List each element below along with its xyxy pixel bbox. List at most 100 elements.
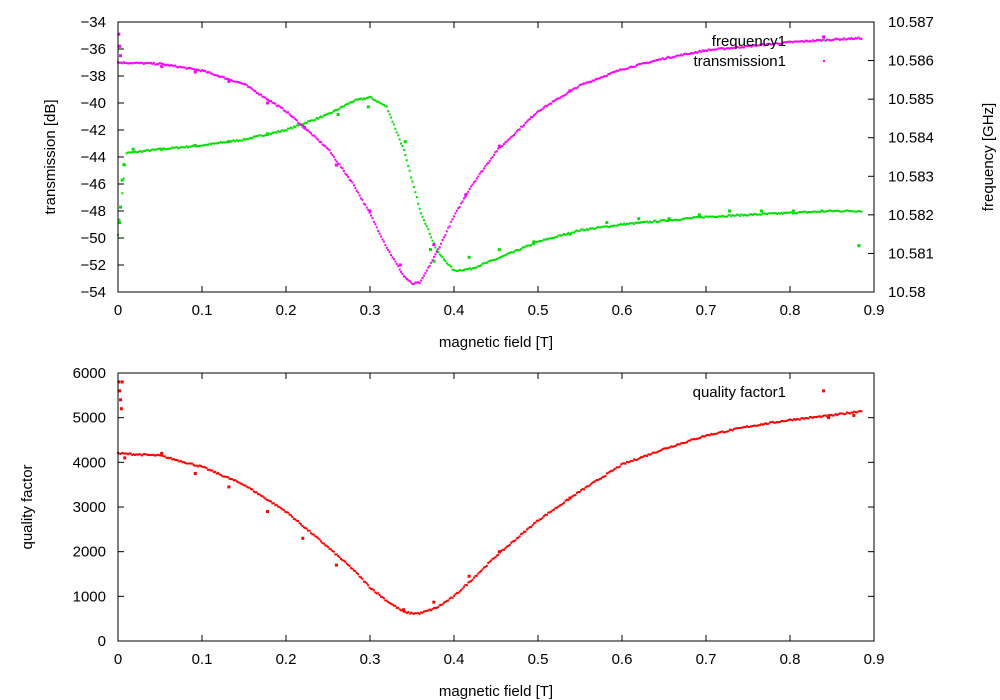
data-point — [134, 61, 137, 64]
data-point — [598, 77, 601, 80]
data-point — [601, 476, 604, 479]
data-point — [563, 501, 566, 504]
data-point — [608, 225, 611, 228]
data-point — [471, 183, 474, 186]
data-point — [155, 454, 158, 457]
data-point — [266, 132, 270, 136]
data-point — [763, 44, 766, 47]
data-point — [492, 153, 495, 156]
data-point — [271, 131, 274, 134]
data-point — [404, 610, 407, 613]
data-point — [534, 113, 537, 116]
data-point — [618, 465, 621, 468]
x-tick-label: 0.9 — [864, 651, 885, 668]
data-point — [358, 575, 361, 578]
data-point — [430, 261, 433, 264]
data-point — [860, 210, 863, 213]
data-point — [390, 602, 393, 605]
data-point — [320, 115, 323, 118]
data-point — [728, 214, 731, 217]
data-point — [661, 57, 664, 60]
y2-tick-label: 10.584 — [888, 130, 934, 147]
data-point — [731, 47, 734, 50]
data-point — [315, 535, 318, 538]
data-point — [635, 222, 638, 225]
data-point — [568, 232, 572, 236]
data-point — [328, 112, 331, 115]
data-point — [550, 102, 553, 105]
data-point — [683, 53, 686, 56]
data-point — [330, 548, 333, 551]
data-point — [601, 76, 604, 79]
data-point — [450, 220, 453, 223]
data-point — [844, 38, 847, 41]
data-point — [168, 457, 171, 460]
data-point — [335, 553, 338, 556]
x-tick-label: 0.1 — [192, 651, 213, 668]
data-point — [852, 413, 856, 417]
data-point — [501, 255, 504, 258]
data-point — [188, 145, 191, 148]
data-point — [544, 104, 547, 107]
data-point — [634, 221, 637, 224]
y-tick-label: 4000 — [73, 454, 106, 471]
data-point — [447, 226, 450, 229]
data-point — [844, 412, 847, 415]
data-point — [697, 213, 701, 217]
data-point — [261, 495, 264, 498]
data-point — [584, 229, 587, 232]
data-point — [160, 451, 164, 455]
data-point — [757, 424, 760, 427]
data-point — [738, 215, 741, 218]
data-point — [733, 214, 736, 217]
data-point — [437, 250, 440, 253]
y-tick-label: −34 — [81, 14, 106, 31]
data-point — [557, 97, 560, 100]
data-point — [801, 40, 804, 43]
data-point — [535, 519, 538, 522]
data-point — [784, 419, 787, 422]
data-point — [628, 460, 631, 463]
data-point — [510, 136, 513, 139]
data-point — [175, 459, 178, 462]
data-point — [129, 62, 132, 65]
data-point — [274, 102, 277, 105]
data-point — [395, 262, 398, 265]
data-point — [492, 557, 495, 560]
data-point — [746, 425, 749, 428]
data-point — [181, 461, 184, 464]
data-point — [848, 210, 851, 213]
data-point — [665, 219, 668, 222]
data-point — [279, 106, 282, 109]
data-point — [533, 522, 536, 525]
data-point — [221, 75, 224, 78]
series-transmission1 — [117, 32, 863, 285]
data-point — [598, 226, 601, 229]
data-point — [821, 415, 824, 418]
data-point — [763, 423, 766, 426]
data-point — [432, 607, 435, 610]
data-point — [850, 210, 853, 213]
x-tick-label: 0.5 — [528, 651, 549, 668]
data-point — [777, 421, 780, 424]
data-point — [826, 38, 829, 41]
data-point — [611, 225, 614, 228]
data-point — [681, 217, 684, 220]
data-point — [242, 137, 245, 140]
data-point — [523, 530, 526, 533]
data-point — [368, 586, 371, 589]
data-point — [794, 40, 797, 43]
top-y-axis-title: transmission [dB] — [42, 99, 59, 214]
data-point — [617, 223, 620, 226]
data-point — [830, 209, 833, 212]
data-point — [117, 380, 121, 384]
data-point — [695, 215, 698, 218]
data-point — [334, 158, 337, 161]
data-point — [635, 64, 638, 67]
data-point — [531, 524, 534, 527]
data-point — [713, 48, 716, 51]
data-point — [338, 163, 341, 166]
data-point — [157, 63, 160, 66]
data-point — [773, 421, 776, 424]
data-point — [144, 150, 147, 153]
